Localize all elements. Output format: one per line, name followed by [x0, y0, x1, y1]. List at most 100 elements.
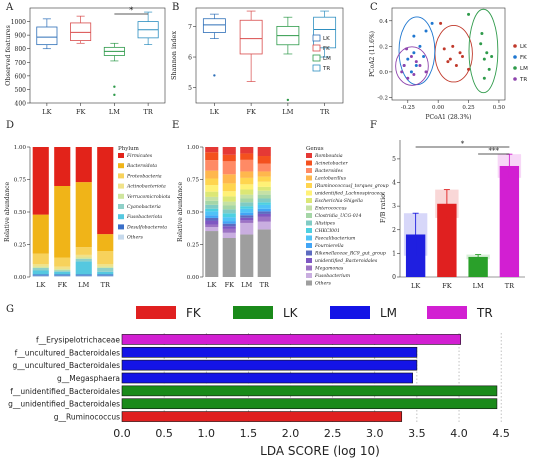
x-tick-label: 1.0 — [198, 427, 216, 440]
x-tick-label: TR — [101, 281, 111, 289]
bar-segment — [222, 221, 236, 224]
legend-marker — [513, 44, 517, 48]
legend-swatch — [306, 213, 312, 218]
legend-label: Others — [127, 235, 143, 241]
bar-segment — [205, 147, 219, 153]
scatter-point — [480, 32, 484, 36]
legend-label: FK — [323, 46, 330, 52]
box-body — [70, 22, 92, 41]
legend-swatch — [306, 265, 312, 271]
legend-label: Fournierella — [314, 243, 344, 249]
y-tick-label: 0.50 — [187, 210, 200, 216]
stacked-bar-lk — [32, 147, 49, 277]
lda-bar-row: g__Megasphaera — [57, 372, 413, 384]
y-tick-label: 0.0 — [379, 70, 388, 76]
bar-segment — [240, 234, 254, 277]
legend-marker — [513, 77, 517, 81]
bar-segment — [32, 147, 49, 215]
bar-segment — [97, 266, 114, 268]
bar-segment — [222, 191, 236, 197]
panel-g: FK LK LM TR f__Erysipelotrichaceae f__uncultu… — [8, 306, 510, 458]
x-tick-label: 4.0 — [450, 427, 468, 440]
lda-bar-label: g__Megasphaera — [57, 374, 120, 383]
bar-segment — [54, 266, 71, 270]
legend-swatch — [306, 250, 312, 256]
outlier-point — [113, 93, 116, 97]
bar-segment — [222, 217, 236, 222]
x-tick-label: LM — [109, 108, 120, 116]
bar-segment — [205, 211, 219, 216]
lda-bar-label: f__Erysipelotrichaceae — [36, 335, 120, 344]
y-tick-label: 0.00 — [14, 275, 27, 281]
scatter-point — [479, 42, 483, 46]
bar-segment — [240, 217, 254, 221]
y-tick-label: 3 — [392, 203, 396, 210]
x-tick-label: LK — [210, 108, 219, 116]
y-tick-label: 0.50 — [14, 210, 27, 216]
bar-segment — [257, 198, 271, 203]
panel-d: 0.00 0.25 0.50 0.75 1.00 Relative abundance LK… — [4, 145, 171, 289]
panel-letter-g: G — [6, 304, 14, 315]
stacked-bar-lm — [75, 147, 92, 277]
scatter-point — [412, 72, 416, 76]
legend-title: Genus — [306, 146, 324, 152]
legend-swatch — [118, 214, 124, 220]
x-tick-label: FK — [58, 281, 68, 289]
legend-marker — [513, 55, 517, 59]
bar-segment — [240, 177, 254, 185]
legend: LK FK LM TR — [513, 44, 528, 83]
bar-segment — [205, 227, 219, 232]
x-tick-label: 0.50 — [493, 105, 506, 111]
bar-segment — [240, 153, 254, 160]
x-tick-label: 0.5 — [155, 427, 173, 440]
legend-label: Proteobacteria — [126, 173, 162, 179]
bar-segment — [97, 271, 114, 275]
bar-segment — [54, 257, 71, 267]
legend-swatch — [306, 228, 312, 233]
lda-bar — [121, 334, 462, 345]
bar-segment — [257, 194, 271, 199]
bar-segment — [222, 223, 236, 227]
bar-segment — [54, 274, 71, 276]
bar-segment — [257, 147, 271, 157]
bar-segment — [97, 147, 114, 235]
y-tick-label: 500 — [15, 87, 27, 94]
x-tick-label: 2.0 — [282, 427, 300, 440]
bar-segment — [54, 275, 71, 277]
bar-segment — [205, 191, 219, 197]
confidence-ellipse — [434, 25, 473, 83]
legend-label: Verrucomicrobiota — [127, 194, 171, 200]
legend-label: LM — [520, 66, 528, 72]
bar-segment — [257, 221, 271, 230]
legend-swatch — [118, 173, 124, 179]
legend-label: [Ruminococcus]_torques_group — [315, 183, 389, 189]
scatter-point — [485, 51, 489, 55]
legend-label: Faecalibacterium — [314, 236, 356, 242]
lda-bar — [121, 372, 413, 384]
bar-segment — [240, 202, 254, 207]
bar-segment — [222, 226, 236, 229]
bar-segment — [205, 208, 219, 212]
bar-segment — [257, 156, 271, 164]
bar-segment — [54, 271, 71, 275]
bar-segment — [54, 147, 71, 186]
x-tick-label: FK — [246, 108, 256, 116]
y-axis-label: F/B ratio — [379, 194, 387, 223]
panel-b: 5 6 7 Shannon index LK FK LM TR LK FK LM TR — [170, 7, 344, 116]
y-tick-label: 1000 — [11, 19, 26, 26]
legend-swatch — [312, 34, 321, 42]
bar-segment — [32, 270, 49, 275]
y-tick-label: 0.75 — [187, 178, 200, 184]
bar — [437, 203, 457, 277]
box-body — [313, 16, 337, 49]
x-tick-label: TR — [505, 282, 515, 290]
x-tick-label: 1.5 — [240, 427, 258, 440]
legend-label: unidentified_Lachnospiraceae — [315, 191, 385, 197]
bar-segment — [205, 217, 219, 221]
lda-bar-label: f__uncultured_Bacteroidales — [15, 348, 120, 357]
bar-segment — [97, 251, 114, 264]
legend-swatch — [306, 168, 312, 173]
bar-segment — [257, 186, 271, 191]
bar-segment — [97, 234, 114, 251]
